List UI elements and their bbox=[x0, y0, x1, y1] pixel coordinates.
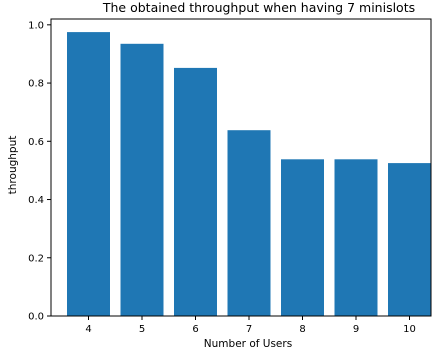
x-tick-label: 4 bbox=[85, 324, 91, 335]
axes-frame bbox=[50, 18, 432, 317]
y-tick-label: 1.0 bbox=[28, 20, 44, 31]
x-tick-label: 7 bbox=[246, 324, 252, 335]
y-tick-label: 0.4 bbox=[28, 195, 44, 206]
bar-4 bbox=[67, 32, 110, 316]
bar-7 bbox=[227, 130, 271, 316]
plot-area: 4 5 6 7 8 9 10 0.0 0.2 0.4 0.6 0.8 1.0 bbox=[28, 18, 432, 335]
x-tick-label: 9 bbox=[353, 324, 359, 335]
y-tick-label: 0.2 bbox=[28, 253, 44, 264]
y-tick-label: 0.8 bbox=[28, 79, 44, 90]
y-axis-label: throughput bbox=[7, 136, 19, 195]
bar-6 bbox=[174, 67, 217, 317]
bar-10 bbox=[388, 163, 431, 316]
bar-5 bbox=[120, 43, 164, 317]
bar-8 bbox=[281, 159, 324, 316]
chart-title: The obtained throughput when having 7 mi… bbox=[102, 0, 415, 15]
y-tick-label: 0.0 bbox=[28, 312, 44, 323]
x-tick-label: 8 bbox=[299, 324, 305, 335]
x-axis-label: Number of Users bbox=[204, 338, 292, 350]
bar-9 bbox=[334, 159, 378, 316]
x-tick-label: 10 bbox=[403, 324, 416, 335]
x-tick-label: 6 bbox=[192, 324, 198, 335]
x-tick-label: 5 bbox=[139, 324, 145, 335]
y-tick-label: 0.6 bbox=[28, 137, 44, 148]
